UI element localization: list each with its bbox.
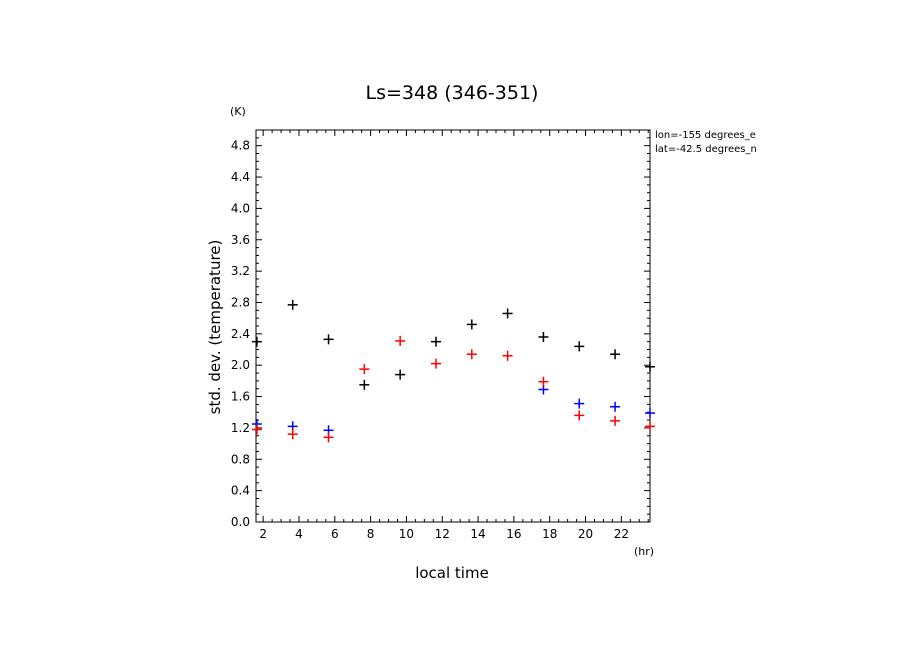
data-point-series-0: [610, 349, 621, 360]
data-point-series-2: [574, 410, 585, 421]
y-tick-label: 1.6: [231, 390, 250, 404]
x-tick-label: 22: [614, 527, 629, 541]
plot-frame: [255, 129, 651, 523]
chart-title: Ls=348 (346-351): [366, 82, 539, 104]
y-axis-unit: (K): [230, 105, 246, 118]
data-point-series-2: [610, 415, 621, 426]
y-tick-label: 1.2: [231, 421, 250, 435]
y-axis-label: std. dev. (temperature): [206, 240, 224, 415]
data-point-series-0: [430, 336, 441, 347]
data-point-series-0: [395, 369, 406, 380]
data-point-series-2: [323, 432, 334, 443]
data-point-series-2: [395, 335, 406, 346]
data-point-series-2: [359, 364, 370, 375]
x-tick-label: 14: [470, 527, 485, 541]
x-tick-label: 2: [259, 527, 267, 541]
x-tick-label: 20: [578, 527, 593, 541]
x-tick-label: 18: [542, 527, 557, 541]
x-axis-unit: (hr): [634, 545, 654, 558]
data-point-series-2: [251, 424, 262, 435]
data-point-series-2: [645, 421, 655, 432]
data-point-series-1: [645, 408, 655, 419]
data-point-series-0: [323, 334, 334, 345]
data-points: [251, 299, 655, 443]
y-tick-label: 2.8: [231, 295, 250, 309]
data-point-series-0: [574, 341, 585, 352]
y-tick-label: 4.0: [231, 201, 250, 215]
data-point-series-0: [359, 379, 370, 390]
y-tick-label: 3.6: [231, 233, 250, 247]
data-point-series-1: [574, 398, 585, 409]
x-axis-label: local time: [415, 564, 489, 582]
data-point-series-0: [538, 331, 549, 342]
data-point-series-0: [251, 336, 262, 347]
x-tick-label: 16: [506, 527, 521, 541]
y-tick-label: 0.4: [231, 484, 250, 498]
data-point-series-2: [502, 350, 513, 361]
y-tick-label: 4.8: [231, 139, 250, 153]
data-point-series-0: [466, 319, 477, 330]
x-tick-label: 12: [435, 527, 450, 541]
data-point-series-0: [645, 361, 655, 372]
y-tick-label: 2.4: [231, 327, 250, 341]
data-point-series-0: [502, 308, 513, 319]
y-tick-label: 0.8: [231, 452, 250, 466]
data-point-series-2: [430, 358, 441, 369]
x-tick-label: 8: [367, 527, 375, 541]
data-point-series-2: [287, 429, 298, 440]
data-point-series-0: [287, 299, 298, 310]
x-tick-label: 10: [399, 527, 414, 541]
y-tick-label: 4.4: [231, 170, 250, 184]
data-point-series-2: [538, 376, 549, 387]
y-tick-label: 3.2: [231, 264, 250, 278]
lon-annotation: lon=-155 degrees_e: [655, 130, 756, 141]
axis-ticks: 0.0 0.4 0.8 1.2 1.6 2.0 2.4 2.8 3.2 3.6 4.0 4.4 4.8 2…: [231, 130, 650, 541]
lat-annotation: lat=-42.5 degrees_n: [655, 144, 757, 155]
data-point-series-1: [610, 401, 621, 412]
x-tick-label: 4: [295, 527, 303, 541]
data-point-series-2: [466, 349, 477, 360]
y-tick-label: 2.0: [231, 358, 250, 372]
y-tick-label: 0.0: [231, 515, 250, 529]
x-tick-label: 6: [331, 527, 339, 541]
